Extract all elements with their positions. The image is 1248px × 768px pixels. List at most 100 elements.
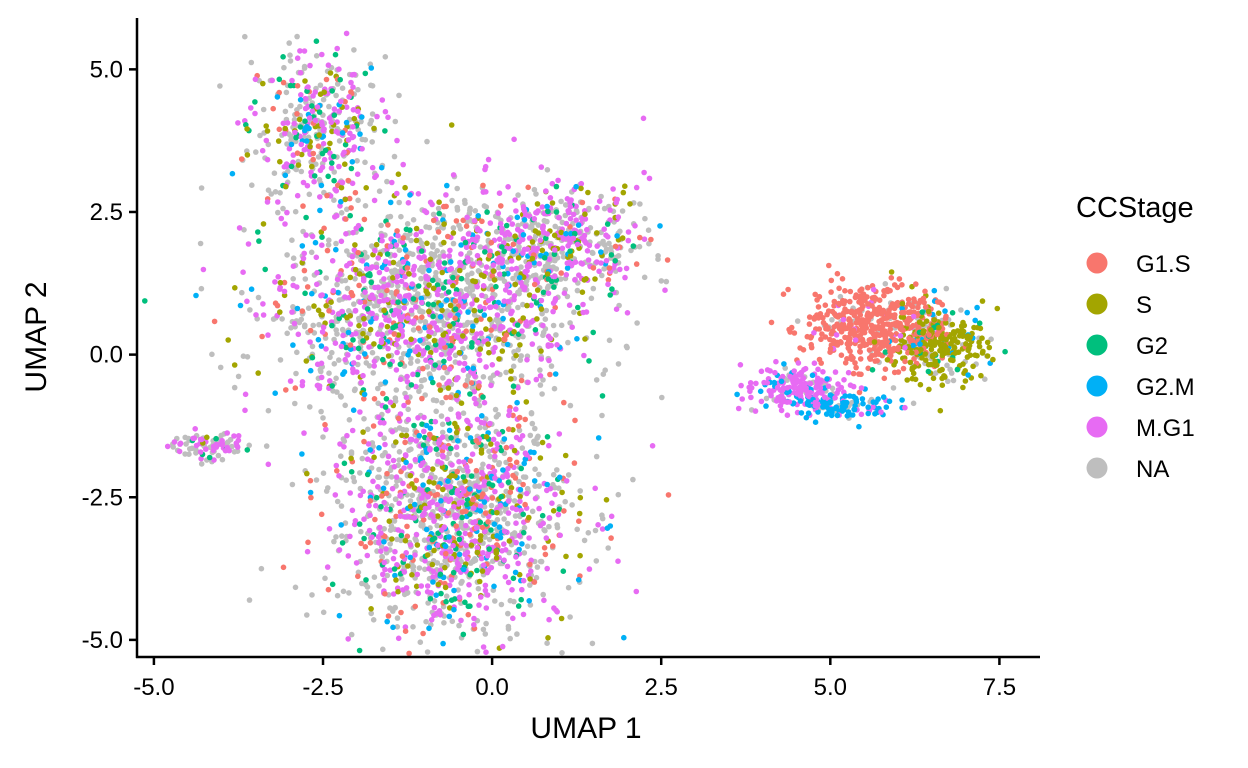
scatter-point (538, 164, 545, 170)
scatter-point (366, 344, 372, 350)
scatter-point (870, 404, 876, 410)
scatter-point (402, 537, 409, 544)
scatter-point (467, 205, 473, 212)
scatter-point (248, 286, 255, 293)
scatter-point (426, 328, 432, 335)
scatter-point (482, 166, 488, 173)
scatter-point (465, 425, 471, 432)
scatter-point (551, 385, 558, 392)
scatter-point (393, 367, 400, 373)
scatter-point (586, 566, 593, 572)
scatter-point (378, 292, 384, 299)
scatter-point (606, 265, 613, 271)
scatter-point (449, 462, 455, 468)
scatter-point (217, 364, 224, 371)
scatter-point (546, 523, 552, 530)
scatter-point (472, 557, 479, 564)
scatter-point (399, 239, 406, 245)
scatter-point (590, 285, 597, 292)
scatter-point (375, 255, 382, 261)
scatter-point (970, 363, 976, 370)
scatter-point (812, 419, 819, 426)
scatter-point (468, 560, 474, 566)
scatter-point (613, 306, 620, 313)
scatter-point (416, 388, 422, 395)
scatter-point (432, 492, 439, 499)
scatter-point (336, 612, 343, 619)
scatter-point (412, 348, 419, 355)
scatter-point (464, 214, 470, 221)
scatter-point (541, 527, 547, 533)
scatter-point (913, 349, 919, 356)
scatter-point (453, 218, 460, 224)
scatter-point (516, 571, 523, 578)
scatter-point (453, 334, 460, 340)
scatter-point (476, 357, 483, 364)
scatter-point (277, 279, 284, 286)
scatter-point (853, 292, 859, 298)
scatter-point (307, 489, 314, 496)
scatter-point (333, 534, 339, 540)
scatter-point (346, 417, 353, 423)
scatter-point (449, 618, 456, 625)
scatter-point (240, 269, 246, 276)
scatter-point (978, 372, 984, 379)
scatter-point (624, 310, 631, 316)
scatter-point (211, 318, 218, 325)
scatter-point (404, 379, 411, 385)
scatter-point (804, 401, 811, 408)
scatter-point (238, 156, 245, 162)
scatter-point (865, 404, 871, 411)
scatter-point (461, 459, 467, 465)
scatter-point (331, 106, 338, 112)
scatter-point (431, 320, 438, 326)
scatter-point (905, 296, 912, 303)
scatter-point (518, 373, 525, 379)
scatter-point (373, 264, 380, 271)
scatter-point (450, 172, 457, 178)
scatter-point (341, 444, 347, 450)
scatter-point (421, 428, 427, 435)
scatter-point (333, 188, 340, 194)
scatter-point (508, 485, 515, 491)
scatter-point (395, 635, 402, 642)
scatter-point (832, 395, 838, 401)
scatter-point (599, 412, 605, 419)
scatter-point (932, 338, 939, 345)
scatter-point (402, 439, 408, 446)
scatter-point (429, 466, 436, 472)
scatter-point (465, 319, 471, 326)
scatter-point (438, 413, 445, 419)
scatter-point (630, 243, 637, 249)
scatter-point (847, 288, 854, 295)
scatter-point (351, 115, 358, 122)
scatter-point (502, 574, 509, 580)
scatter-point (464, 417, 470, 424)
scatter-point (363, 360, 370, 366)
scatter-point (516, 478, 522, 485)
scatter-point (302, 290, 308, 297)
scatter-point (499, 229, 505, 236)
scatter-point (473, 297, 480, 303)
scatter-point (450, 225, 457, 231)
scatter-point (434, 560, 441, 566)
scatter-point (355, 108, 361, 115)
scatter-point (608, 245, 615, 251)
scatter-point (330, 287, 337, 294)
scatter-point (784, 412, 791, 419)
scatter-point (297, 97, 304, 103)
scatter-point (872, 324, 878, 330)
scatter-point (319, 234, 325, 240)
scatter-point (305, 539, 311, 546)
scatter-point (586, 242, 593, 249)
points-layer (142, 30, 1008, 657)
scatter-point (462, 354, 468, 361)
scatter-point (352, 308, 359, 314)
scatter-point (463, 522, 469, 529)
scatter-point (378, 222, 384, 229)
scatter-point (860, 400, 866, 407)
scatter-point (853, 364, 859, 371)
scatter-point (852, 360, 858, 366)
scatter-point (379, 553, 385, 560)
scatter-point (445, 289, 452, 295)
